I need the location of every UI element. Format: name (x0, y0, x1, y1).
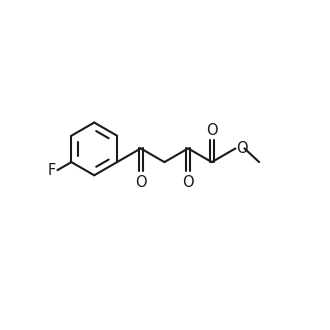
Text: F: F (48, 163, 56, 178)
Text: O: O (135, 175, 147, 190)
Text: O: O (182, 175, 194, 190)
Text: O: O (236, 141, 248, 156)
Text: O: O (206, 123, 217, 138)
